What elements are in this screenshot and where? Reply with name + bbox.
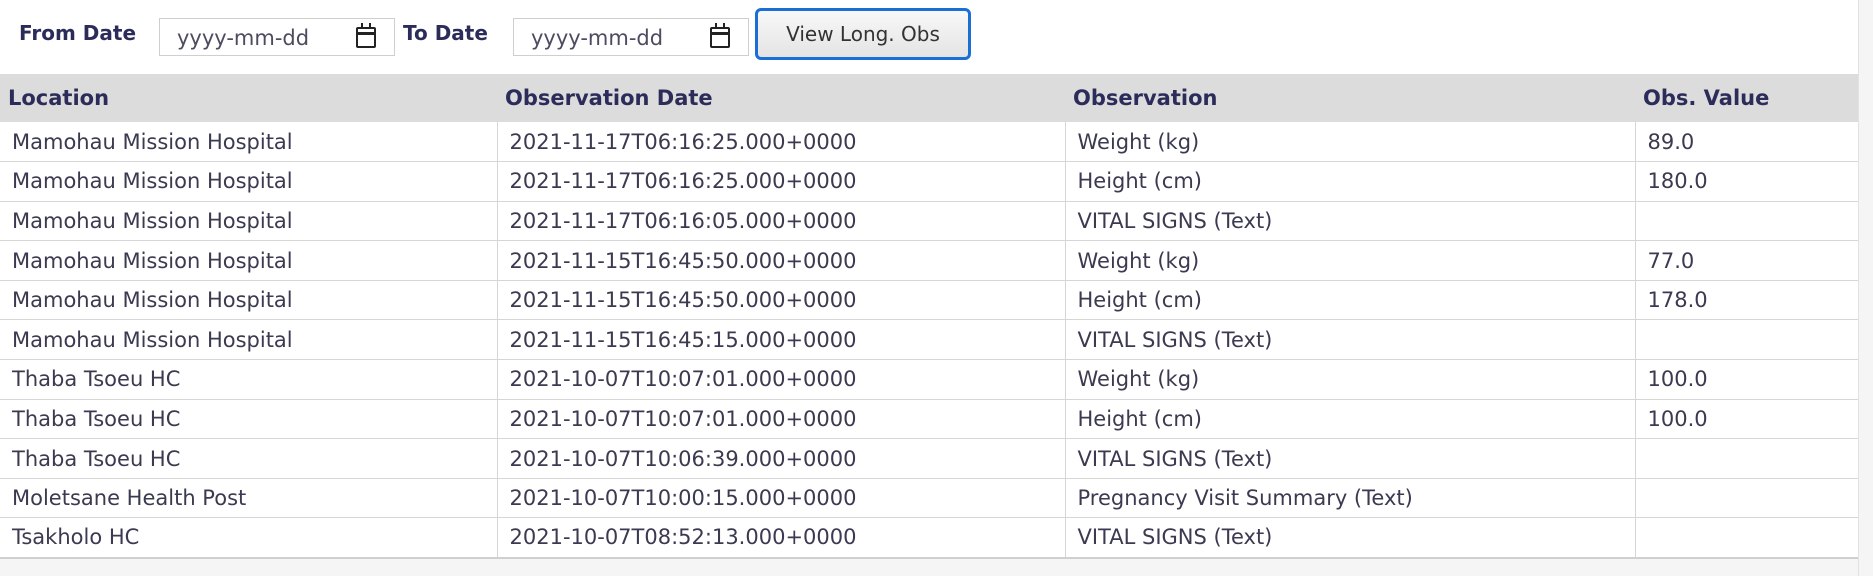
column-header-observation-date: Observation Date [497,74,1065,122]
view-long-obs-button[interactable]: View Long. Obs [755,8,971,60]
cell-location: Moletsane Health Post [0,478,498,519]
cell-observation-date: 2021-11-15T16:45:15.000+0000 [497,319,1066,361]
cell-observation: Height (cm) [1065,399,1636,440]
cell-obs-value [1635,438,1858,479]
table-row: Mamohau Mission Hospital 2021-11-15T16:45… [0,319,1858,361]
cell-location: Thaba Tsoeu HC [0,359,498,400]
cell-observation-date: 2021-11-15T16:45:50.000+0000 [497,240,1066,281]
cell-observation: VITAL SIGNS (Text) [1065,201,1636,242]
column-header-location: Location [0,74,497,122]
cell-observation-date: 2021-10-07T10:00:15.000+0000 [497,478,1066,519]
observations-panel: From Date yyyy-mm-dd To Date yyyy-mm-dd … [0,0,1858,559]
table-row: Thaba Tsoeu HC 2021-10-07T10:07:01.000+00… [0,399,1858,440]
cell-observation: Pregnancy Visit Summary (Text) [1065,478,1636,519]
table-row: Tsakholo HC 2021-10-07T08:52:13.000+0000 V… [0,517,1858,559]
cell-observation: VITAL SIGNS (Text) [1065,517,1636,559]
cell-location: Tsakholo HC [0,517,498,559]
table-row: Moletsane Health Post 2021-10-07T10:00:15… [0,478,1858,519]
to-date-label: To Date [403,21,488,45]
from-date-placeholder: yyyy-mm-dd [177,26,310,50]
cell-obs-value [1635,319,1858,361]
table-row: Mamohau Mission Hospital 2021-11-17T06:16… [0,201,1858,242]
cell-observation: VITAL SIGNS (Text) [1065,319,1636,361]
calendar-icon[interactable] [356,23,376,48]
cell-obs-value [1635,478,1858,519]
cell-observation-date: 2021-11-15T16:45:50.000+0000 [497,280,1066,321]
to-date-placeholder: yyyy-mm-dd [531,26,664,50]
cell-observation: Weight (kg) [1065,240,1636,281]
table-row: Mamohau Mission Hospital 2021-11-17T06:16… [0,122,1858,163]
from-date-label: From Date [19,21,137,45]
cell-location: Mamohau Mission Hospital [0,201,498,242]
cell-observation-date: 2021-10-07T08:52:13.000+0000 [497,517,1066,559]
cell-obs-value: 178.0 [1635,280,1858,321]
cell-observation-date: 2021-11-17T06:16:05.000+0000 [497,201,1066,242]
table-row: Thaba Tsoeu HC 2021-10-07T10:06:39.000+00… [0,438,1858,479]
cell-observation-date: 2021-11-17T06:16:25.000+0000 [497,122,1066,163]
cell-observation: Height (cm) [1065,161,1636,202]
cell-location: Thaba Tsoeu HC [0,399,498,440]
cell-observation-date: 2021-10-07T10:07:01.000+0000 [497,399,1066,440]
cell-location: Mamohau Mission Hospital [0,280,498,321]
table-row: Mamohau Mission Hospital 2021-11-15T16:45… [0,240,1858,281]
cell-obs-value: 100.0 [1635,359,1858,400]
cell-location: Mamohau Mission Hospital [0,319,498,361]
cell-obs-value [1635,201,1858,242]
table-row: Mamohau Mission Hospital 2021-11-17T06:16… [0,161,1858,202]
to-date-input[interactable]: yyyy-mm-dd [513,18,749,56]
from-date-input[interactable]: yyyy-mm-dd [159,18,395,56]
cell-observation: Weight (kg) [1065,359,1636,400]
cell-obs-value: 180.0 [1635,161,1858,202]
cell-obs-value: 100.0 [1635,399,1858,440]
cell-observation-date: 2021-11-17T06:16:25.000+0000 [497,161,1066,202]
cell-location: Mamohau Mission Hospital [0,240,498,281]
cell-observation: Weight (kg) [1065,122,1636,163]
cell-location: Thaba Tsoeu HC [0,438,498,479]
cell-observation-date: 2021-10-07T10:07:01.000+0000 [497,359,1066,400]
cell-observation-date: 2021-10-07T10:06:39.000+0000 [497,438,1066,479]
table-row: Thaba Tsoeu HC 2021-10-07T10:07:01.000+00… [0,359,1858,400]
cell-location: Mamohau Mission Hospital [0,161,498,202]
cell-observation: Height (cm) [1065,280,1636,321]
date-filter-bar: From Date yyyy-mm-dd To Date yyyy-mm-dd … [0,0,1858,74]
table-row: Mamohau Mission Hospital 2021-11-15T16:45… [0,280,1858,321]
cell-obs-value [1635,517,1858,559]
calendar-icon[interactable] [710,23,730,48]
table-header-row: Location Observation Date Observation Ob… [0,74,1858,122]
observations-table: Location Observation Date Observation Ob… [0,74,1858,559]
cell-obs-value: 77.0 [1635,240,1858,281]
cell-location: Mamohau Mission Hospital [0,122,498,163]
scrollbar-track[interactable] [1858,0,1873,576]
column-header-obs-value: Obs. Value [1635,74,1858,122]
cell-observation: VITAL SIGNS (Text) [1065,438,1636,479]
column-header-observation: Observation [1065,74,1635,122]
cell-obs-value: 89.0 [1635,122,1858,163]
